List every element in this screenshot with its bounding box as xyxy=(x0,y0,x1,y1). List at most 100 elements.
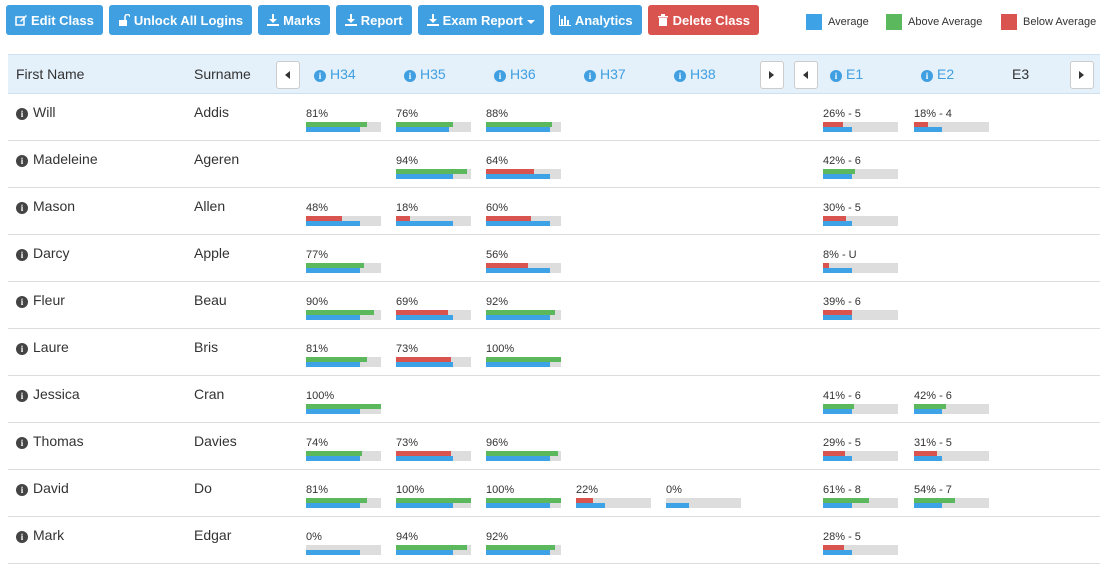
column-e2[interactable]: i E2 xyxy=(921,55,954,93)
score-cell[interactable]: 39% - 6 xyxy=(823,296,898,320)
score-cell[interactable]: 28% - 5 xyxy=(823,531,898,555)
score-cell[interactable]: 77% xyxy=(306,249,381,273)
score-cell[interactable]: 0% xyxy=(666,484,741,508)
edit-class-button[interactable]: Edit Class xyxy=(6,5,103,35)
score-cell[interactable]: 61% - 8 xyxy=(823,484,898,508)
class-average-bar xyxy=(914,503,942,508)
column-h37[interactable]: i H37 xyxy=(584,55,626,93)
score-cell[interactable]: 100% xyxy=(396,484,471,508)
score-cell[interactable]: 30% - 5 xyxy=(823,202,898,226)
score-cell[interactable]: 92% xyxy=(486,531,561,555)
score-cell[interactable]: 60% xyxy=(486,202,561,226)
column-first-name[interactable]: First Name xyxy=(16,66,85,82)
score-cell[interactable]: 64% xyxy=(486,155,561,179)
surname-cell: Ageren xyxy=(194,151,240,167)
info-icon[interactable]: i xyxy=(16,155,28,167)
score-cell[interactable]: 31% - 5 xyxy=(914,437,989,461)
score-cell[interactable]: 18% - 4 xyxy=(914,108,989,132)
first-name-cell[interactable]: i Jessica xyxy=(16,386,80,402)
score-cell[interactable]: 73% xyxy=(396,343,471,367)
first-name-cell[interactable]: i Laure xyxy=(16,339,69,355)
score-cell[interactable]: 0% xyxy=(306,531,381,555)
score-cell[interactable]: 100% xyxy=(306,390,381,414)
info-icon[interactable]: i xyxy=(16,437,28,449)
analytics-button[interactable]: Analytics xyxy=(549,5,642,35)
column-h36[interactable]: i H36 xyxy=(494,55,536,93)
score-cell[interactable]: 81% xyxy=(306,343,381,367)
first-name-cell[interactable]: i Mark xyxy=(16,527,64,543)
first-name-cell[interactable]: i Madeleine xyxy=(16,151,98,167)
class-average-bar xyxy=(486,550,550,555)
score-cell[interactable]: 81% xyxy=(306,484,381,508)
score-cell[interactable]: 22% xyxy=(576,484,651,508)
marks-button[interactable]: Marks xyxy=(258,5,330,35)
score-label: 94% xyxy=(396,531,419,543)
score-cell[interactable]: 54% - 7 xyxy=(914,484,989,508)
score-cell[interactable]: 48% xyxy=(306,202,381,226)
score-label: 26% - 5 xyxy=(823,108,861,120)
score-label: 92% xyxy=(486,531,509,543)
info-icon[interactable]: i xyxy=(16,296,28,308)
info-icon[interactable]: i xyxy=(16,390,28,402)
exam-prev-button[interactable] xyxy=(794,61,818,89)
score-cell[interactable]: 42% - 6 xyxy=(823,155,898,179)
homework-next-button[interactable] xyxy=(760,61,784,89)
score-cell[interactable]: 41% - 6 xyxy=(823,390,898,414)
score-cell[interactable]: 88% xyxy=(486,108,561,132)
caret-left-icon xyxy=(285,71,290,79)
column-h38[interactable]: i H38 xyxy=(674,55,716,93)
score-cell[interactable]: 18% xyxy=(396,202,471,226)
score-cell[interactable]: 94% xyxy=(396,531,471,555)
exam-next-button[interactable] xyxy=(1070,61,1094,89)
score-cell[interactable]: 29% - 5 xyxy=(823,437,898,461)
homework-prev-button[interactable] xyxy=(276,61,300,89)
info-icon[interactable]: i xyxy=(16,531,28,543)
first-name-cell[interactable]: i David xyxy=(16,480,69,496)
student-score-bar xyxy=(306,216,342,221)
score-cell[interactable]: 69% xyxy=(396,296,471,320)
score-label: 41% - 6 xyxy=(823,390,861,402)
column-h34[interactable]: i H34 xyxy=(314,55,356,93)
report-button[interactable]: Report xyxy=(335,5,412,35)
column-e1[interactable]: i E1 xyxy=(830,55,863,93)
score-bar xyxy=(396,169,471,179)
info-icon[interactable]: i xyxy=(16,484,28,496)
student-score-bar xyxy=(306,451,362,456)
column-h35[interactable]: i H35 xyxy=(404,55,446,93)
column-e3[interactable]: E3 xyxy=(1012,55,1029,93)
score-cell[interactable]: 100% xyxy=(486,343,561,367)
info-icon[interactable]: i xyxy=(16,343,28,355)
delete-class-button[interactable]: Delete Class xyxy=(647,5,759,35)
first-name-cell[interactable]: i Darcy xyxy=(16,245,70,261)
score-cell[interactable]: 42% - 6 xyxy=(914,390,989,414)
first-name-cell[interactable]: i Thomas xyxy=(16,433,84,449)
first-name-cell[interactable]: i Fleur xyxy=(16,292,65,308)
exam-report-button[interactable]: Exam Report xyxy=(417,5,544,35)
score-cell[interactable]: 74% xyxy=(306,437,381,461)
unlock-all-logins-button[interactable]: Unlock All Logins xyxy=(108,5,253,35)
score-cell[interactable]: 96% xyxy=(486,437,561,461)
score-label: 90% xyxy=(306,296,329,308)
score-bar xyxy=(486,498,561,508)
score-cell[interactable]: 90% xyxy=(306,296,381,320)
score-cell[interactable]: 81% xyxy=(306,108,381,132)
score-cell[interactable]: 8% - U xyxy=(823,249,898,273)
info-icon[interactable]: i xyxy=(16,202,28,214)
student-score-bar xyxy=(823,404,854,409)
score-cell[interactable]: 73% xyxy=(396,437,471,461)
column-label: E3 xyxy=(1012,66,1030,82)
score-label: 56% xyxy=(486,249,509,261)
score-cell[interactable]: 76% xyxy=(396,108,471,132)
info-icon[interactable]: i xyxy=(16,108,28,120)
score-cell[interactable]: 100% xyxy=(486,484,561,508)
column-surname[interactable]: Surname xyxy=(194,66,251,82)
score-cell[interactable]: 94% xyxy=(396,155,471,179)
first-name-cell[interactable]: i Mason xyxy=(16,198,75,214)
score-cell[interactable]: 92% xyxy=(486,296,561,320)
first-name-cell[interactable]: i Will xyxy=(16,104,56,120)
info-icon[interactable]: i xyxy=(16,249,28,261)
student-score-bar xyxy=(823,310,853,315)
score-bar xyxy=(823,263,898,273)
score-cell[interactable]: 56% xyxy=(486,249,561,273)
score-cell[interactable]: 26% - 5 xyxy=(823,108,898,132)
